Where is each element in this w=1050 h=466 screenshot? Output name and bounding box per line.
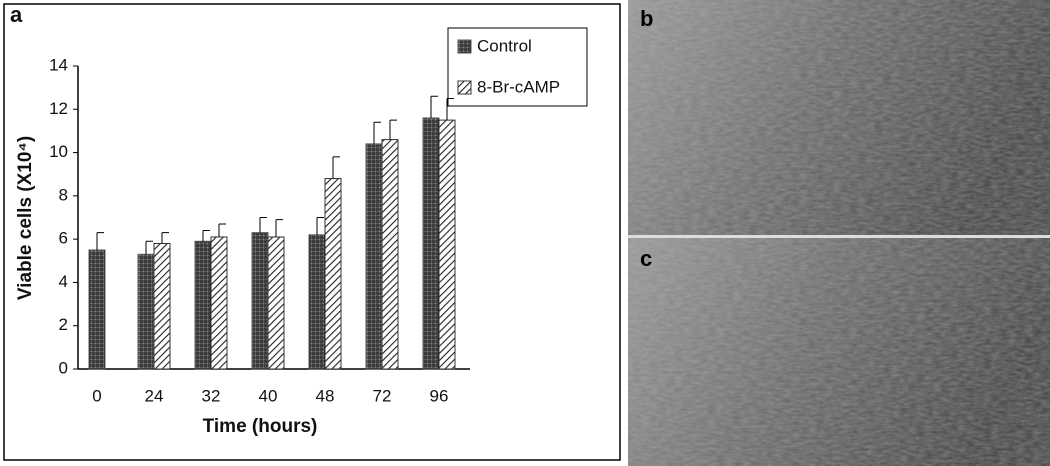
x-tick-label: 0 [92,386,101,405]
x-axis-label: Time (hours) [203,416,318,437]
error-bar [389,119,397,140]
bar [381,139,399,370]
bar [88,249,106,370]
y-tick-label: 14 [49,55,68,74]
image-b: b [628,0,1050,235]
legend-label: Control [477,36,532,55]
y-tick-label: 0 [59,358,68,377]
error-bar [316,217,324,235]
bar [137,253,155,370]
bar [324,178,342,370]
error-bar [218,223,226,237]
x-tick-label: 96 [430,386,449,405]
error-bar [145,240,153,255]
y-tick-label: 12 [49,99,68,118]
x-tick-label: 72 [373,386,392,405]
error-bar [202,229,210,242]
image-label: c [640,246,652,271]
error-bar [96,232,104,250]
y-tick-label: 2 [59,315,68,334]
y-tick-label: 6 [59,229,68,248]
error-bar [446,97,454,121]
bar [422,117,440,370]
error-bar [430,95,438,118]
x-tick-label: 48 [316,386,335,405]
bar [365,143,383,370]
legend-swatch [457,80,472,95]
bar [251,232,269,370]
error-bar [332,156,340,179]
bar [438,119,456,370]
bar [194,240,212,370]
y-tick-label: 10 [49,142,68,161]
error-bar [275,219,283,237]
error-bar [161,232,169,244]
x-tick-label: 40 [259,386,278,405]
legend-label: 8-Br-cAMP [477,77,560,96]
y-tick-label: 8 [59,185,68,204]
bar [210,236,228,370]
error-bar [259,217,267,233]
y-axis-label: Viable cells (X10⁴) [15,136,36,300]
legend-swatch [457,39,472,54]
panel-frame [3,3,621,461]
divider [628,235,1050,238]
y-tick-label: 4 [59,272,68,291]
bar [153,242,171,370]
x-tick-label: 32 [202,386,221,405]
bar [267,236,285,370]
image-label: b [640,6,653,31]
x-tick-label: 24 [145,386,164,405]
error-bar [373,121,381,144]
bar [308,234,326,370]
panel-label: a [10,2,23,27]
image-c: c [628,238,1050,466]
